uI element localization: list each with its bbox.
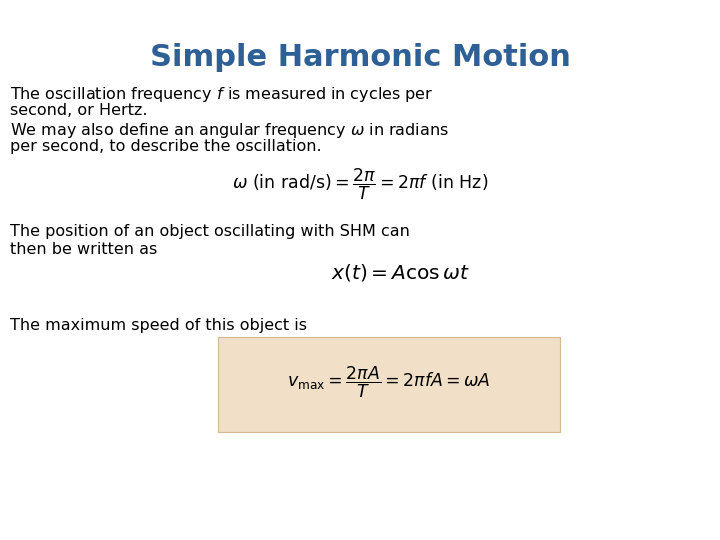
Text: Simple Harmonic Motion: Simple Harmonic Motion <box>150 43 570 72</box>
Text: We may also define an angular frequency $\omega$ in radians: We may also define an angular frequency … <box>10 121 449 140</box>
Text: The oscillation frequency $f$ is measured in cycles per: The oscillation frequency $f$ is measure… <box>10 85 433 104</box>
FancyBboxPatch shape <box>218 337 560 432</box>
Text: second, or Hertz.: second, or Hertz. <box>10 103 148 118</box>
Text: $v_{\mathrm{max}} = \dfrac{2\pi A}{T} = 2\pi f A = \omega A$: $v_{\mathrm{max}} = \dfrac{2\pi A}{T} = … <box>287 365 491 401</box>
Text: The position of an object oscillating with SHM can: The position of an object oscillating wi… <box>10 224 410 239</box>
Text: $x(t) = A\cos\omega t$: $x(t) = A\cos\omega t$ <box>330 262 469 283</box>
Text: per second, to describe the oscillation.: per second, to describe the oscillation. <box>10 139 322 154</box>
Text: then be written as: then be written as <box>10 242 157 257</box>
Text: The maximum speed of this object is: The maximum speed of this object is <box>10 318 307 333</box>
Text: $\omega\ (\mathrm{in\ rad/s}) = \dfrac{2\pi}{T} = 2\pi f\ (\mathrm{in\ Hz})$: $\omega\ (\mathrm{in\ rad/s}) = \dfrac{2… <box>232 167 488 202</box>
